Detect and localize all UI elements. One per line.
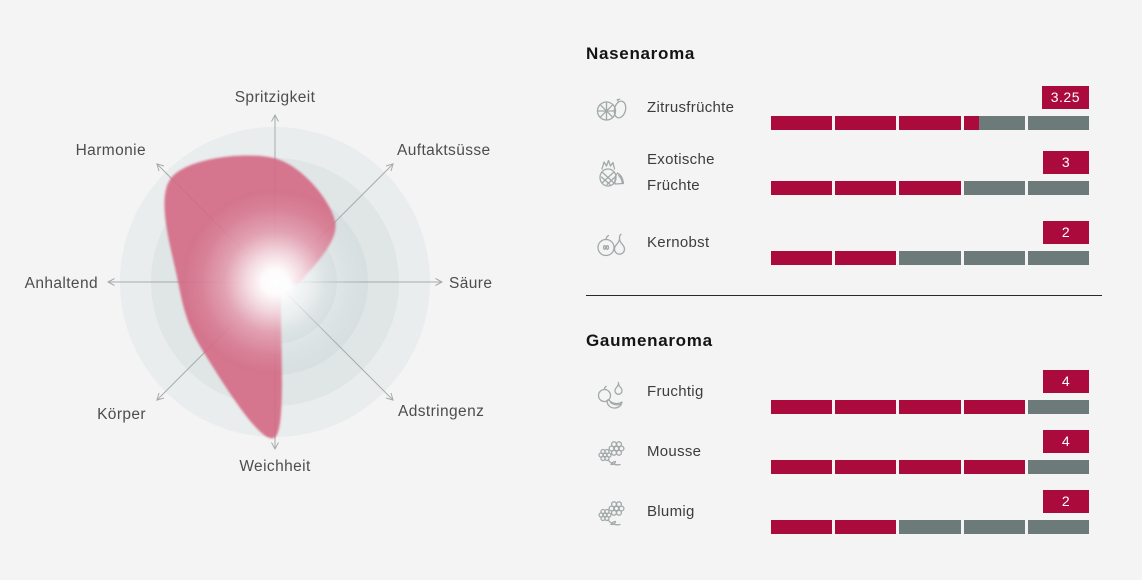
rating-badge: 2 bbox=[1043, 221, 1089, 244]
aroma-row-kernobst: Kernobst 2 bbox=[586, 221, 1102, 265]
mixed-fruits-icon bbox=[597, 381, 623, 409]
aroma-label: Blumig bbox=[647, 503, 695, 520]
citrus-icon bbox=[596, 98, 627, 121]
radar-axis-label-saeure: Säure bbox=[449, 275, 492, 292]
aroma-row-fruchtig: Fruchtig 4 bbox=[586, 370, 1102, 414]
rating-segment bbox=[899, 460, 961, 474]
aroma-label: Fruchtig bbox=[647, 383, 704, 400]
rating-segment bbox=[835, 116, 897, 130]
rating-segment bbox=[963, 181, 1025, 195]
rating-segment bbox=[1027, 400, 1090, 414]
radar-axis-label-harmonie: Harmonie bbox=[76, 142, 146, 159]
rating-unit: 4 bbox=[771, 370, 1090, 414]
rating-segment bbox=[835, 181, 897, 195]
rating-unit: 3 bbox=[771, 151, 1090, 195]
rating-bar bbox=[771, 251, 1090, 265]
mousse-flowers-icon bbox=[598, 441, 625, 466]
rating-segment bbox=[1027, 251, 1090, 265]
rating-segment bbox=[963, 460, 1025, 474]
rating-segment bbox=[1027, 116, 1090, 130]
rating-segment bbox=[1027, 460, 1090, 474]
rating-segment bbox=[835, 400, 897, 414]
radar-axis-label-weichheit: Weichheit bbox=[239, 458, 311, 475]
rating-segment bbox=[899, 520, 961, 534]
rating-segment bbox=[899, 116, 961, 130]
rating-unit: 2 bbox=[771, 221, 1090, 265]
rating-badge: 4 bbox=[1043, 430, 1089, 453]
rating-segment bbox=[963, 116, 1025, 130]
rating-segment bbox=[963, 251, 1025, 265]
rating-segment bbox=[771, 400, 833, 414]
aroma-label: Mousse bbox=[647, 443, 702, 460]
rating-segment bbox=[835, 520, 897, 534]
section-divider bbox=[586, 295, 1102, 296]
rating-bar bbox=[771, 520, 1090, 534]
aroma-row-blumig: Blumig 2 bbox=[586, 490, 1102, 534]
radar-axis-label-koerper: Körper bbox=[97, 406, 146, 423]
rating-segment bbox=[835, 460, 897, 474]
rating-badge: 3 bbox=[1043, 151, 1089, 174]
rating-unit: 2 bbox=[771, 490, 1090, 534]
aroma-row-mousse: Mousse 4 bbox=[586, 430, 1102, 474]
rating-segment bbox=[963, 520, 1025, 534]
radar-axis-label-spritzigkeit: Spritzigkeit bbox=[235, 89, 316, 106]
pineapple-melon-icon bbox=[599, 159, 625, 187]
rating-segment bbox=[771, 251, 833, 265]
rating-badge: 3.25 bbox=[1041, 86, 1089, 109]
rating-segment bbox=[963, 400, 1025, 414]
aroma-label: Zitrusfrüchte bbox=[647, 99, 735, 116]
rating-bar bbox=[771, 116, 1090, 130]
rating-bar bbox=[771, 460, 1090, 474]
rating-segment bbox=[1027, 520, 1090, 534]
taste-profile-radar-chart: Spritzigkeit Auftaktsüsse Säure Adstring… bbox=[25, 89, 492, 475]
rating-badge: 2 bbox=[1043, 490, 1089, 513]
radar-axis-label-adstringenz: Adstringenz bbox=[398, 403, 484, 420]
radar-center-glow bbox=[183, 190, 367, 374]
aroma-label: Kernobst bbox=[647, 234, 710, 251]
rating-segment bbox=[771, 116, 833, 130]
aroma-row-exotische-fruechte: Exotische Früchte 3 bbox=[586, 147, 1102, 199]
section-title-nasenaroma: Nasenaroma bbox=[586, 44, 696, 63]
aroma-row-zitrusfruechte: Zitrusfrüchte 3.25 bbox=[586, 86, 1102, 130]
rating-segment bbox=[899, 400, 961, 414]
rating-segment bbox=[771, 460, 833, 474]
rating-unit: 4 bbox=[771, 430, 1090, 474]
radar-axis-label-auftaktsuesse: Auftaktsüsse bbox=[397, 142, 491, 159]
rating-segment bbox=[1027, 181, 1090, 195]
rating-segment bbox=[771, 520, 833, 534]
rating-bar bbox=[771, 181, 1090, 195]
apple-pear-icon bbox=[597, 233, 626, 257]
rating-segment bbox=[899, 251, 961, 265]
rating-unit: 3.25 bbox=[771, 86, 1090, 130]
rating-segment bbox=[771, 181, 833, 195]
radar-axis-labels: Spritzigkeit Auftaktsüsse Säure Adstring… bbox=[25, 89, 492, 475]
rating-bar bbox=[771, 400, 1090, 414]
aroma-label: Exotische Früchte bbox=[647, 151, 715, 194]
section-title-gaumenaroma: Gaumenaroma bbox=[586, 331, 713, 350]
flowers-icon bbox=[598, 501, 625, 526]
rating-segment bbox=[835, 251, 897, 265]
radar-axis-label-anhaltend: Anhaltend bbox=[25, 275, 98, 292]
aroma-panel: Nasenaroma Zitrusfrüchte 3.25 bbox=[586, 0, 1102, 550]
rating-segment bbox=[899, 181, 961, 195]
rating-badge: 4 bbox=[1043, 370, 1089, 393]
